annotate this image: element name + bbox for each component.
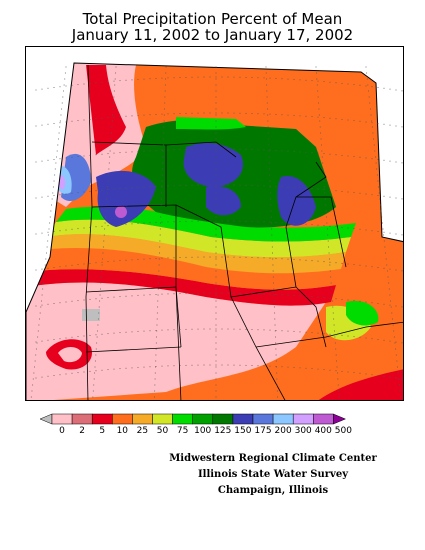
field-zero xyxy=(82,309,100,321)
credit-line-2: Illinois State Water Survey xyxy=(197,469,349,480)
band-5-10 xyxy=(26,269,336,306)
legend-swatch xyxy=(313,413,334,425)
legend-label: 0 xyxy=(59,426,65,436)
legend-label: 75 xyxy=(176,426,189,436)
legend-swatch xyxy=(152,413,173,425)
band-50-75 xyxy=(46,219,351,258)
legend-label: 400 xyxy=(314,426,332,436)
legend-cap-high xyxy=(333,413,347,425)
legend-swatch xyxy=(192,413,214,425)
field-2-5-south xyxy=(26,282,326,400)
legend-swatch xyxy=(71,413,93,425)
legend-swatch xyxy=(112,413,133,425)
legend-label: 2 xyxy=(79,426,85,436)
credit-line-3: Champaign, Illinois xyxy=(217,485,329,496)
legend-swatch xyxy=(232,413,254,425)
state-boundaries xyxy=(85,64,403,400)
blob-175-200-a xyxy=(183,142,244,187)
legend-label: 200 xyxy=(274,426,292,436)
blob-max xyxy=(115,206,127,218)
map-date-range: January 11, 2002 to January 17, 2002 xyxy=(71,26,354,44)
legend-label: 175 xyxy=(254,426,272,436)
field-east-bright xyxy=(346,300,379,326)
legend-swatch xyxy=(272,413,294,425)
legend-label: 150 xyxy=(234,426,252,436)
map-title: Total Precipitation Percent of Mean xyxy=(82,10,343,28)
graticule xyxy=(30,66,403,398)
legend-swatch xyxy=(252,413,274,425)
blob-175-200-b xyxy=(206,186,241,216)
legend-cap-low xyxy=(40,413,53,425)
legend-label: 300 xyxy=(294,426,312,436)
map-canvas xyxy=(26,62,403,400)
field-sw-pink xyxy=(58,347,82,363)
legend-label: 100 xyxy=(194,426,212,436)
legend-label: 10 xyxy=(116,426,129,436)
field-nw-red xyxy=(86,65,126,155)
legend-swatch xyxy=(132,413,153,425)
legend-label: 5 xyxy=(99,426,106,436)
blob-175-200-d xyxy=(96,170,156,227)
credit-line-1: Midwestern Regional Climate Center xyxy=(169,453,377,464)
legend-swatch xyxy=(172,413,193,425)
legend-label: 25 xyxy=(136,426,149,436)
legend-swatch xyxy=(212,413,234,425)
legend-label: 500 xyxy=(334,426,352,436)
band-25-50 xyxy=(26,234,346,274)
domain-outline xyxy=(26,62,403,400)
band-10-25 xyxy=(26,247,341,290)
legend-label: 50 xyxy=(156,426,169,436)
field-south-red xyxy=(316,369,403,400)
legend-label: 125 xyxy=(214,426,232,436)
legend-swatch xyxy=(51,413,73,425)
field-north-green xyxy=(176,117,246,130)
legend-swatch xyxy=(292,413,314,425)
precipitation-map xyxy=(25,46,404,401)
legend-swatch xyxy=(91,413,113,425)
legend-colorbar xyxy=(40,413,347,425)
